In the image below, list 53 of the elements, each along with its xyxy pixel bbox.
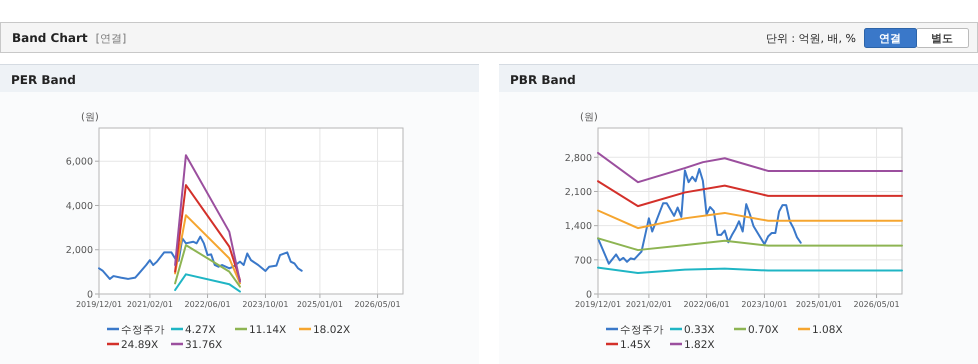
y-tick-label: 700 (574, 255, 592, 266)
line-series (597, 210, 903, 230)
y-axis-title: (원) (81, 112, 99, 123)
text: [연결] (96, 32, 126, 45)
line-series (174, 244, 241, 288)
legend-label: 11.14X (249, 324, 286, 336)
line-series (174, 214, 241, 284)
text: 별도 (931, 32, 953, 45)
text: 연결 (879, 32, 901, 45)
x-tick-label: 2026/05/01 (354, 300, 401, 309)
y-tick-label: 0 (86, 290, 93, 300)
x-tick-label: 2025/01/01 (796, 300, 842, 309)
line-series (98, 236, 303, 280)
legend-label: 31.76X (185, 339, 222, 351)
legend-label: 1.82X (684, 339, 715, 351)
x-tick-label: 2025/01/01 (296, 300, 343, 309)
x-tick-label: 2023/10/01 (741, 300, 788, 309)
y-tick-label: 6,000 (66, 156, 93, 168)
y-tick-label: 2,100 (564, 186, 592, 198)
text: 단위 : 억원, 배, % (766, 32, 856, 45)
legend-label: 0.33X (684, 324, 715, 336)
x-tick-label: 2021/02/01 (626, 300, 672, 309)
chart-title: PER Band (11, 73, 76, 87)
y-tick-label: 1,400 (564, 221, 592, 232)
legend-label: 수정주가 (620, 324, 664, 336)
y-tick-label: 0 (586, 290, 592, 300)
y-tick-label: 2,800 (564, 152, 592, 164)
legend-label: 수정주가 (121, 324, 165, 336)
y-tick-label: 2,000 (66, 245, 93, 256)
line-series (174, 184, 241, 282)
line-series (597, 237, 903, 252)
line-series (597, 168, 802, 265)
line-series (597, 152, 903, 184)
legend-label: 0.70X (748, 324, 779, 336)
x-tick-label: 2019/12/01 (574, 300, 622, 309)
legend-label: 1.45X (620, 339, 651, 351)
legend-label: 18.02X (313, 324, 350, 336)
x-tick-label: 2023/10/01 (242, 300, 288, 309)
line-series (174, 273, 241, 293)
x-tick-label: 2022/06/01 (184, 300, 231, 309)
y-tick-label: 4,000 (66, 200, 93, 212)
x-tick-label: 2026/05/01 (854, 300, 900, 309)
x-tick-label: 2022/06/01 (683, 300, 730, 309)
chart-title: PBR Band (510, 73, 576, 87)
y-axis-title: (원) (580, 112, 598, 123)
line-series (597, 180, 903, 208)
x-tick-label: 2021/02/01 (126, 300, 173, 309)
text: Band Chart (12, 31, 88, 45)
legend-label: 24.89X (121, 339, 158, 351)
x-tick-label: 2019/12/01 (76, 300, 122, 309)
line-series (174, 154, 241, 283)
legend-label: 1.08X (812, 324, 843, 336)
legend-label: 4.27X (185, 324, 216, 336)
